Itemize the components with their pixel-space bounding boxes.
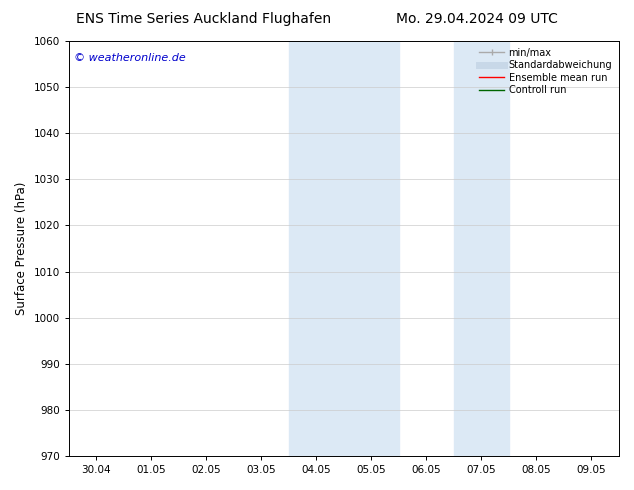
Text: © weatheronline.de: © weatheronline.de: [74, 53, 186, 64]
Y-axis label: Surface Pressure (hPa): Surface Pressure (hPa): [15, 182, 28, 315]
Bar: [289, 41, 399, 456]
Text: ENS Time Series Auckland Flughafen: ENS Time Series Auckland Flughafen: [76, 12, 331, 26]
Text: Mo. 29.04.2024 09 UTC: Mo. 29.04.2024 09 UTC: [396, 12, 558, 26]
Bar: [454, 41, 509, 456]
Legend: min/max, Standardabweichung, Ensemble mean run, Controll run: min/max, Standardabweichung, Ensemble me…: [477, 46, 614, 97]
